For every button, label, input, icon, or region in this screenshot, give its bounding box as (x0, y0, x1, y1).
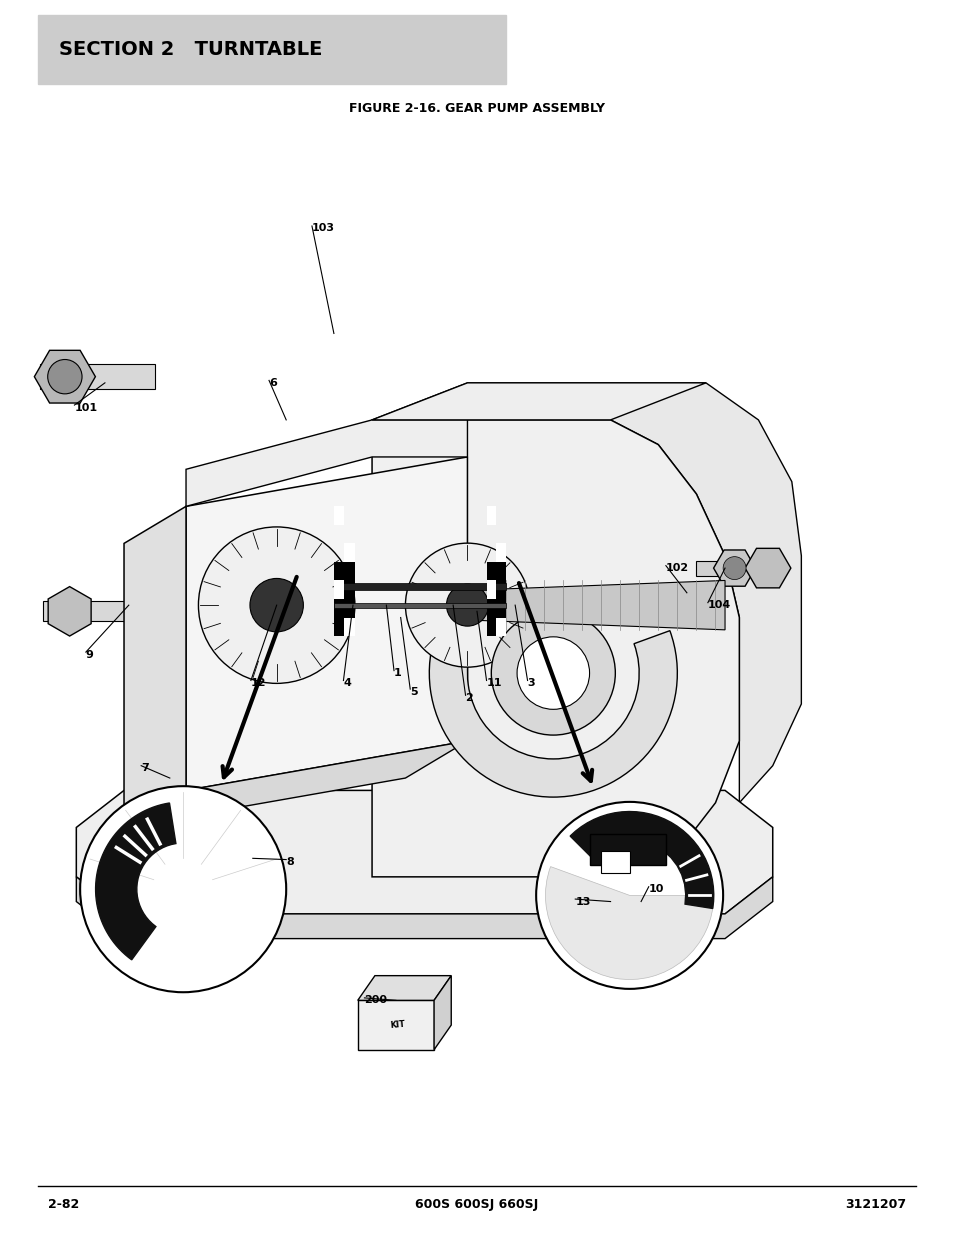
Bar (344, 618, 355, 636)
Text: 10: 10 (648, 884, 663, 894)
Text: 101: 101 (74, 403, 97, 412)
Bar (344, 543, 355, 562)
Circle shape (446, 584, 488, 626)
Polygon shape (357, 1000, 434, 1050)
Polygon shape (357, 976, 451, 1000)
Bar (334, 603, 505, 608)
Polygon shape (570, 811, 713, 909)
Bar (38, 15, 505, 84)
Polygon shape (713, 550, 755, 587)
Circle shape (572, 834, 610, 871)
Bar (589, 834, 665, 864)
Bar (486, 562, 505, 636)
Text: KIT: KIT (390, 1020, 405, 1030)
Polygon shape (40, 364, 154, 389)
Circle shape (212, 845, 227, 860)
Text: 11: 11 (486, 678, 501, 688)
Bar (334, 583, 505, 590)
Polygon shape (659, 598, 696, 613)
Text: 600S 600SJ 660SJ: 600S 600SJ 660SJ (415, 1198, 538, 1210)
Polygon shape (186, 457, 467, 790)
Polygon shape (124, 506, 186, 827)
Wedge shape (545, 867, 713, 979)
Circle shape (517, 637, 589, 709)
Polygon shape (186, 420, 467, 506)
Text: 2-82: 2-82 (48, 1198, 79, 1210)
Text: 1: 1 (394, 668, 401, 678)
Bar (334, 562, 355, 636)
Circle shape (405, 543, 529, 667)
Polygon shape (467, 580, 724, 630)
Circle shape (686, 595, 705, 615)
Polygon shape (372, 383, 801, 803)
Circle shape (250, 578, 303, 632)
Bar (496, 618, 505, 636)
Text: 4: 4 (343, 678, 351, 688)
Polygon shape (34, 351, 95, 403)
Text: 13: 13 (575, 897, 590, 906)
Polygon shape (372, 420, 739, 877)
Polygon shape (48, 587, 91, 636)
Bar (496, 543, 505, 562)
Polygon shape (76, 790, 772, 914)
Bar (334, 506, 344, 525)
Text: 8: 8 (286, 857, 294, 867)
Text: 5: 5 (410, 687, 417, 697)
Text: 9: 9 (86, 650, 93, 659)
Bar (486, 580, 496, 599)
Polygon shape (372, 383, 705, 420)
Circle shape (202, 835, 236, 869)
Text: FIGURE 2-16. GEAR PUMP ASSEMBLY: FIGURE 2-16. GEAR PUMP ASSEMBLY (349, 103, 604, 115)
Bar (600, 851, 629, 873)
Circle shape (48, 359, 82, 394)
Text: 6: 6 (269, 378, 276, 388)
Polygon shape (95, 803, 175, 960)
Text: 3121207: 3121207 (844, 1198, 905, 1210)
Text: 7: 7 (141, 763, 149, 773)
Circle shape (582, 844, 599, 861)
Polygon shape (434, 976, 451, 1050)
Circle shape (198, 527, 355, 683)
Circle shape (722, 557, 745, 579)
Polygon shape (124, 741, 467, 827)
Circle shape (536, 802, 722, 989)
Bar (486, 506, 496, 525)
Text: 104: 104 (707, 600, 730, 610)
Text: 12: 12 (251, 678, 266, 688)
Polygon shape (43, 601, 148, 621)
Text: 102: 102 (665, 563, 688, 573)
Text: 103: 103 (312, 224, 335, 233)
Text: 2: 2 (465, 693, 473, 703)
Wedge shape (429, 631, 677, 797)
Polygon shape (76, 877, 772, 939)
Polygon shape (679, 590, 713, 620)
Text: 200: 200 (364, 995, 387, 1005)
Text: SECTION 2   TURNTABLE: SECTION 2 TURNTABLE (59, 40, 322, 59)
Bar (334, 580, 344, 599)
Circle shape (80, 787, 286, 992)
Text: 3: 3 (527, 678, 535, 688)
Polygon shape (696, 561, 734, 576)
Polygon shape (744, 548, 790, 588)
Circle shape (491, 611, 615, 735)
